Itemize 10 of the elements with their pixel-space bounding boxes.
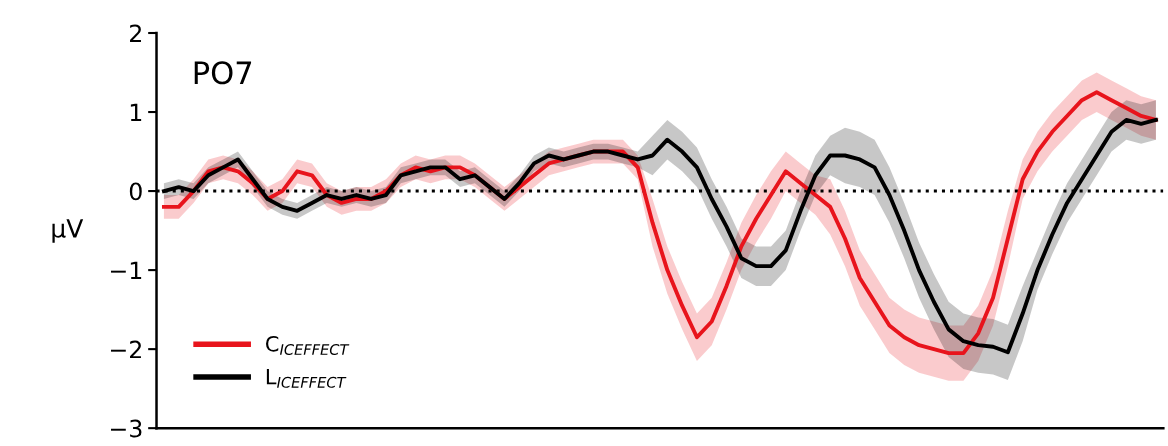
y-tick-label: 2 xyxy=(130,24,141,42)
legend-label: C$_{ICEFFECT}$ xyxy=(266,335,350,356)
y-axis-title: μV xyxy=(52,219,84,243)
text: PO7 xyxy=(194,61,252,85)
y-tick-label: −2 xyxy=(111,340,141,359)
y-tick-label: −1 xyxy=(111,261,142,280)
legend-label: L$_{ICEFFECT}$ xyxy=(266,369,347,388)
y-tick-label: 0 xyxy=(129,182,142,201)
y-tick-label: −3 xyxy=(111,419,142,438)
y-tick-label: 1 xyxy=(130,103,142,122)
